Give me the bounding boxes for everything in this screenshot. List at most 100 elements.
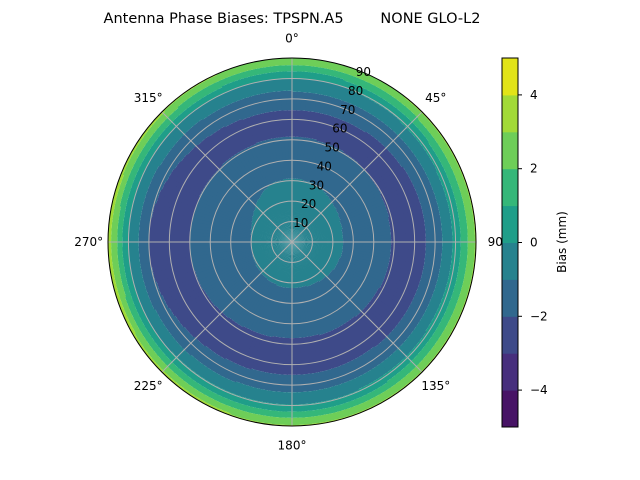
contour-cell <box>186 305 219 335</box>
contour-cell <box>409 170 428 184</box>
contour-cell <box>156 164 172 178</box>
contour-cell <box>338 258 386 280</box>
angular-tick-label: 180° <box>278 438 307 452</box>
contour-cell <box>292 234 343 242</box>
contour-cell <box>193 121 210 140</box>
contour-cell <box>186 112 199 126</box>
contour-cell <box>361 114 377 134</box>
contour-cell <box>233 153 263 196</box>
contour-cell <box>321 333 339 369</box>
contour-cell <box>282 178 292 242</box>
contour-cell <box>292 242 322 282</box>
contour-cell <box>122 246 129 255</box>
colorbar: 4 2 0 −2 −4 <box>501 57 548 428</box>
contour-cell <box>348 318 375 350</box>
contour-cell <box>409 141 424 155</box>
contour-cell <box>149 293 165 306</box>
contour-cell <box>418 136 430 148</box>
contour-cell <box>402 312 420 327</box>
contour-cell <box>204 262 257 296</box>
contour-cell <box>292 242 335 271</box>
contour-cell <box>159 140 173 154</box>
contour-cell <box>292 211 339 242</box>
contour-cell <box>245 281 273 330</box>
contour-cell <box>425 235 443 243</box>
contour-cell <box>420 199 438 211</box>
contour-cell <box>349 106 364 126</box>
contour-cell <box>379 359 393 374</box>
polar-grid <box>108 58 476 426</box>
contour-cell <box>233 120 251 149</box>
contour-cell <box>157 272 198 291</box>
contour-cell <box>301 286 316 337</box>
contour-cell <box>357 95 370 110</box>
contour-cell <box>396 148 415 165</box>
contour-cell <box>149 317 164 330</box>
contour-cell <box>302 286 319 336</box>
contour-cell <box>204 99 218 115</box>
contour-cell <box>361 351 377 370</box>
contour-cell <box>340 125 359 152</box>
contour-cell <box>380 281 415 302</box>
contour-cell <box>284 57 293 66</box>
contour-cell <box>365 149 392 174</box>
contour-cell <box>216 128 238 156</box>
contour-cell <box>219 324 244 360</box>
contour-cell <box>258 242 292 271</box>
contour-cell <box>142 169 155 181</box>
contour-cell <box>381 182 415 202</box>
colorbar-tick-label: 0 <box>530 236 538 250</box>
contour-cell <box>254 370 266 390</box>
contour-cell <box>244 368 257 387</box>
contour-cell <box>291 404 299 412</box>
contour-cell <box>268 184 292 242</box>
contour-cell <box>287 136 293 179</box>
contour-cell <box>365 116 381 135</box>
contour-cell <box>388 204 423 219</box>
contour-cell <box>278 180 292 242</box>
contour-cell <box>388 213 424 226</box>
contour-cell <box>292 242 337 268</box>
contour-cell <box>442 235 453 243</box>
contour-cell <box>422 264 441 275</box>
contour-cell <box>251 215 292 242</box>
contour-cell <box>419 278 437 290</box>
contour-cell <box>177 160 209 185</box>
contour-cell <box>397 320 415 336</box>
contour-cell <box>174 329 191 345</box>
contour-cell <box>413 146 427 159</box>
contour-cell <box>357 111 373 131</box>
contour-cell <box>328 163 361 200</box>
contour-cell <box>364 304 396 333</box>
contour-cell <box>292 207 337 242</box>
angular-tick-label: 0° <box>285 32 299 46</box>
contour-cell <box>180 157 211 182</box>
contour-cell <box>183 303 216 331</box>
contour-cell <box>178 351 191 364</box>
contour-cell <box>292 242 318 283</box>
contour-cell <box>335 265 379 292</box>
contour-cell <box>330 165 364 202</box>
contour-cell <box>379 284 413 306</box>
contour-cell <box>412 175 430 189</box>
contour-cell <box>357 354 373 373</box>
contour-cell <box>292 225 343 242</box>
contour-cell <box>233 277 268 324</box>
contour-cell <box>337 260 385 283</box>
colorbar-segment <box>502 353 518 391</box>
contour-cell <box>390 140 408 158</box>
contour-cell <box>261 192 292 242</box>
contour-cell <box>452 235 461 243</box>
angular-tick-label: 90 <box>488 235 503 249</box>
contour-cell <box>403 337 417 351</box>
contour-cell <box>253 210 292 242</box>
contour-cell <box>384 191 419 209</box>
contour-cell <box>340 207 388 227</box>
contour-cell <box>342 213 390 230</box>
contour-cell <box>415 184 434 197</box>
contour-cell <box>297 417 306 425</box>
contour-cell <box>285 78 293 91</box>
contour-cell <box>234 365 247 384</box>
contour-cell <box>252 143 272 186</box>
contour-cell <box>391 327 408 344</box>
